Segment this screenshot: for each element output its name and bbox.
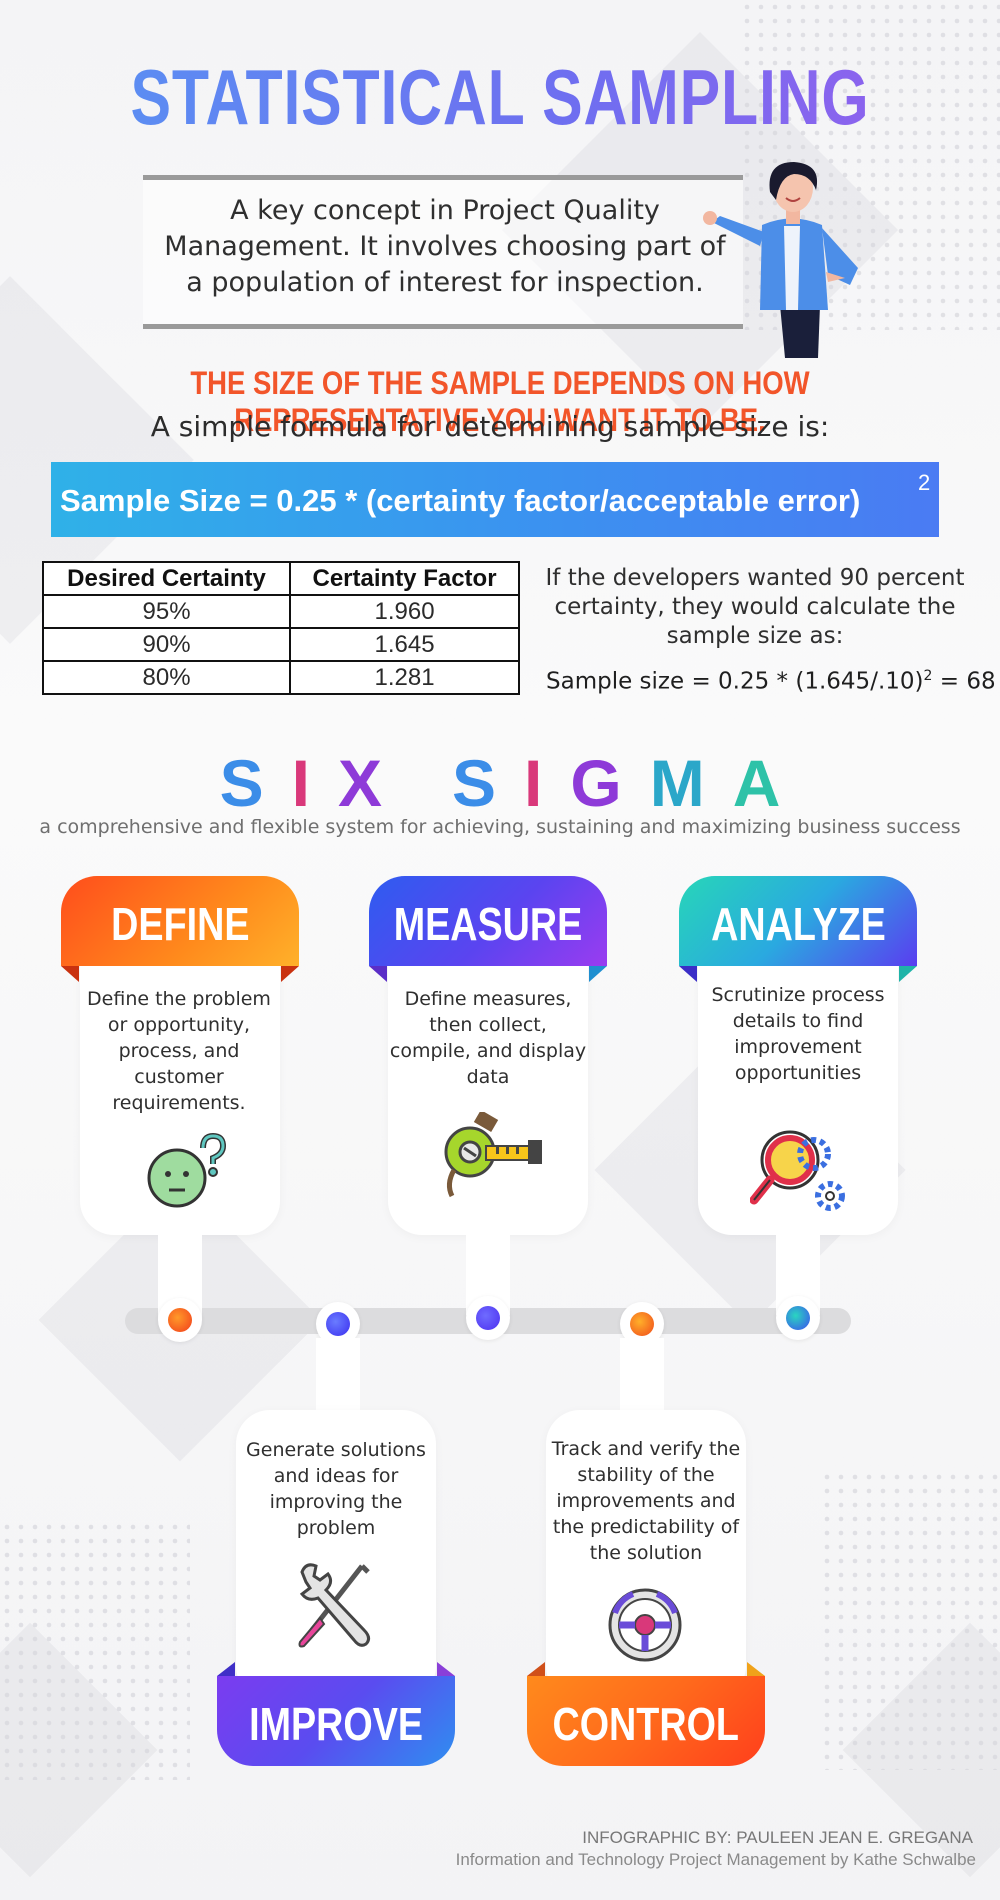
improve-title: IMPROVE	[249, 1698, 423, 1750]
measure-banner: MEASURE	[369, 876, 607, 966]
banner-fold	[61, 966, 79, 982]
improve-connector	[316, 1338, 360, 1418]
improve-card	[236, 1410, 436, 1700]
analyze-title: ANALYZE	[710, 898, 886, 950]
improve-text: Generate solutions and ideas for improvi…	[246, 1439, 426, 1539]
sample-size-headline: THE SIZE OF THE SAMPLE DEPENDS ON HOW RE…	[190, 365, 810, 438]
page-title: STATISTICAL SAMPLING	[110, 52, 890, 143]
define-text: Define the problem or opportunity, proce…	[87, 988, 271, 1114]
formula-exponent: 2	[918, 470, 931, 495]
example-text: If the developers wanted 90 percent cert…	[545, 565, 965, 649]
example-calculation: Sample size = 0.25 * (1.645/.10)2 = 68	[546, 668, 996, 695]
letter: X	[337, 746, 411, 820]
measure-text: Define measures, then collect, compile, …	[389, 988, 587, 1088]
banner-fold	[369, 966, 387, 982]
banner-fold	[747, 1662, 765, 1676]
banner-fold	[217, 1662, 235, 1676]
table-cell: 1.281	[289, 660, 520, 695]
control-text: Track and verify the stability of the im…	[551, 1438, 741, 1564]
define-banner: DEFINE	[61, 876, 299, 966]
table-row: 80% 1.281	[41, 660, 520, 695]
formula-intro: A simple formula for determining sample …	[150, 410, 830, 443]
banner-fold	[437, 1662, 455, 1676]
calc-exponent: 2	[923, 668, 933, 684]
table-row: 90% 1.645	[41, 627, 520, 662]
table-row: 95% 1.960	[41, 594, 520, 629]
steering-wheel-icon	[608, 1588, 682, 1662]
six-sigma-subtitle: a comprehensive and flexible system for …	[39, 816, 961, 838]
confused-face-icon	[147, 1132, 227, 1208]
formula-text: Sample Size = 0.25 * (certainty factor/a…	[60, 483, 861, 518]
letter: S	[219, 746, 292, 820]
letter: S	[452, 746, 525, 820]
banner-fold	[589, 966, 607, 982]
source-credit: Information and Technology Project Manag…	[455, 1850, 976, 1869]
table-cell: 1.960	[289, 594, 520, 629]
table-cell: 1.645	[289, 627, 520, 662]
letter: I	[524, 746, 571, 820]
table-cell: 95%	[41, 594, 292, 629]
intro-text: A key concept in Project Quality Managem…	[164, 195, 726, 298]
timeline-node-measure	[466, 1296, 510, 1340]
banner-fold	[679, 966, 697, 982]
background-dots	[0, 1520, 190, 1780]
calc-left: Sample size = 0.25 * (1.645/.10)	[546, 668, 924, 695]
author-credit: INFOGRAPHIC BY: PAULEEN JEAN E. GREGANA	[582, 1828, 973, 1847]
measure-title: MEASURE	[393, 898, 583, 950]
analyze-banner: ANALYZE	[679, 876, 917, 966]
intro-box	[143, 175, 743, 329]
define-title: DEFINE	[110, 898, 250, 950]
timeline-node-analyze	[776, 1296, 820, 1340]
timeline-node-define	[158, 1298, 202, 1342]
banner-fold	[281, 966, 299, 982]
magnifier-gears-icon	[750, 1130, 845, 1211]
letter: M	[649, 746, 733, 820]
column-header: Certainty Factor	[289, 561, 520, 596]
banner-fold	[527, 1662, 545, 1676]
letter: A	[732, 746, 809, 820]
analyze-text: Scrutinize process details to find impro…	[711, 984, 885, 1084]
table-cell: 90%	[41, 627, 292, 662]
letter: G	[570, 746, 650, 820]
control-connector	[620, 1338, 664, 1418]
background-dots	[820, 1470, 1000, 1770]
wrench-screwdriver-icon	[298, 1563, 371, 1648]
six-sigma-title: SIX SIGMA	[0, 745, 1000, 821]
presenter-woman-illustration	[703, 162, 858, 358]
table-cell: 80%	[41, 660, 292, 695]
improve-banner: IMPROVE	[217, 1676, 455, 1766]
letter: I	[291, 746, 338, 820]
table-header-row: Desired Certainty Certainty Factor	[41, 561, 520, 596]
banner-fold	[899, 966, 917, 982]
formula-banner	[51, 462, 939, 537]
certainty-table: Desired Certainty Certainty Factor 95% 1…	[41, 561, 520, 695]
control-banner: CONTROL	[527, 1676, 765, 1766]
calc-result: = 68	[932, 668, 996, 695]
tape-measure-icon	[444, 1112, 542, 1198]
control-title: CONTROL	[552, 1698, 740, 1750]
column-header: Desired Certainty	[41, 561, 292, 596]
